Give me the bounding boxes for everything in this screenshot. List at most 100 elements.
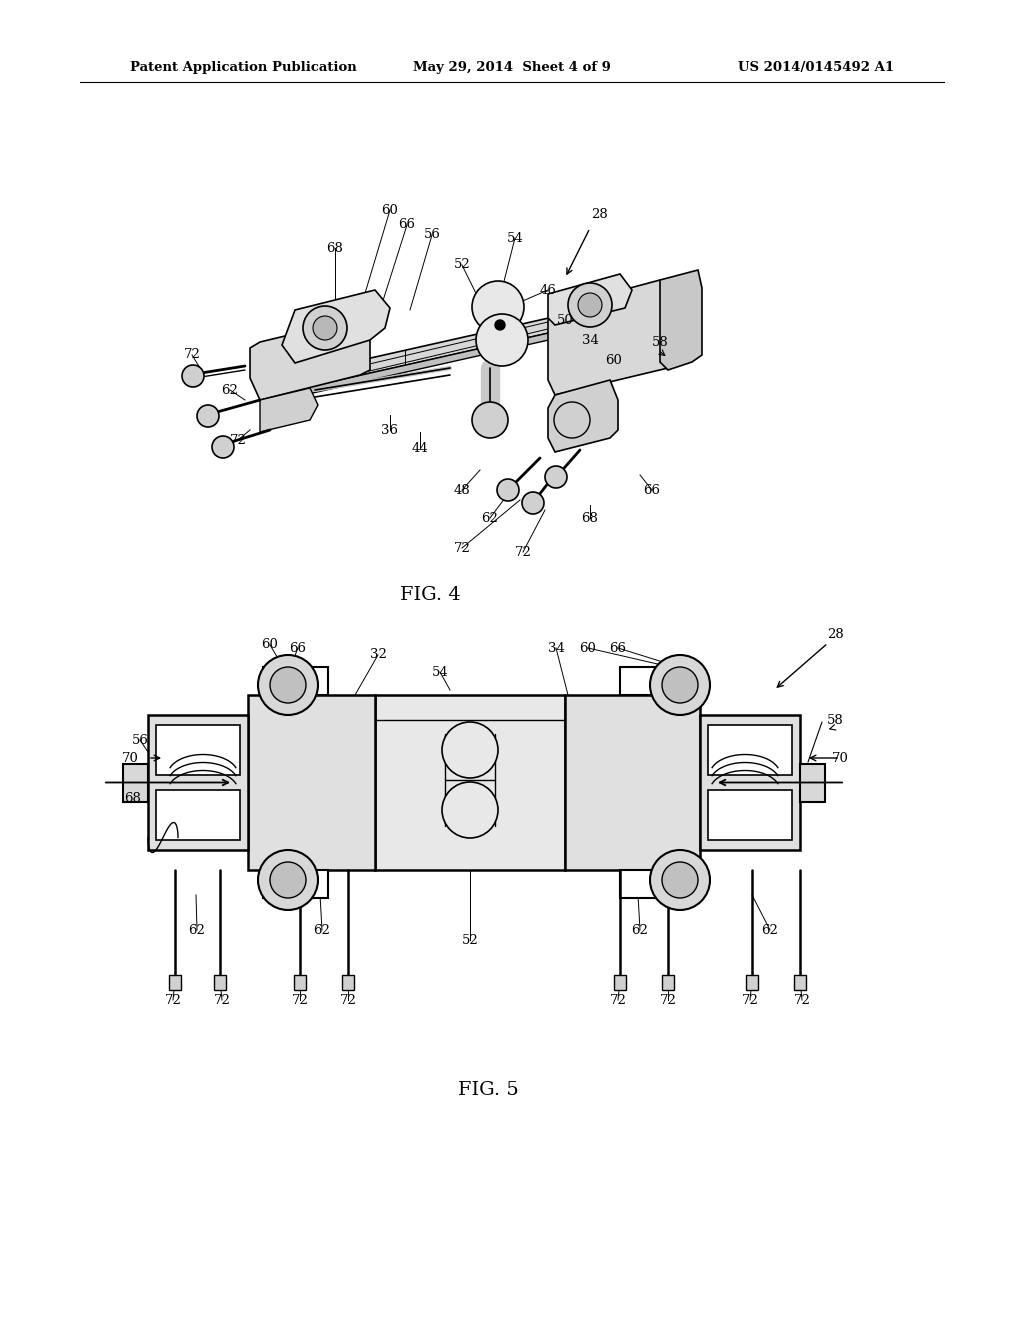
Polygon shape [214, 975, 226, 990]
Circle shape [568, 282, 612, 327]
Polygon shape [620, 667, 685, 696]
Text: 60: 60 [261, 639, 279, 652]
Polygon shape [295, 308, 660, 397]
Text: 72: 72 [515, 545, 531, 558]
Text: 44: 44 [412, 441, 428, 454]
Polygon shape [282, 290, 390, 363]
Text: 72: 72 [165, 994, 181, 1006]
Polygon shape [250, 318, 370, 400]
Polygon shape [700, 715, 800, 850]
Text: 48: 48 [454, 483, 470, 496]
Text: FIG. 4: FIG. 4 [399, 586, 461, 605]
Polygon shape [794, 975, 806, 990]
Text: 68: 68 [582, 511, 598, 524]
Text: 62: 62 [313, 924, 331, 936]
Text: 72: 72 [454, 541, 470, 554]
Polygon shape [800, 763, 825, 801]
Circle shape [476, 314, 528, 366]
Text: 52: 52 [454, 259, 470, 272]
Text: FIG. 5: FIG. 5 [458, 1081, 518, 1100]
Polygon shape [156, 725, 240, 775]
Polygon shape [260, 388, 318, 432]
Circle shape [497, 479, 519, 502]
Text: 72: 72 [214, 994, 230, 1006]
Circle shape [472, 281, 524, 333]
Text: 52: 52 [462, 933, 478, 946]
Text: 68: 68 [327, 242, 343, 255]
Text: 36: 36 [382, 424, 398, 437]
Circle shape [662, 667, 698, 704]
Circle shape [313, 315, 337, 341]
Text: 58: 58 [826, 714, 844, 726]
Polygon shape [708, 725, 792, 775]
Circle shape [472, 403, 508, 438]
Polygon shape [156, 789, 240, 840]
Polygon shape [295, 293, 660, 389]
Polygon shape [548, 280, 678, 395]
Text: 54: 54 [507, 231, 523, 244]
Text: 58: 58 [651, 335, 669, 348]
Polygon shape [123, 763, 148, 801]
Text: 28: 28 [592, 209, 608, 222]
Circle shape [182, 366, 204, 387]
Circle shape [258, 850, 318, 909]
Text: 72: 72 [659, 994, 677, 1006]
Circle shape [650, 655, 710, 715]
Text: 72: 72 [794, 994, 810, 1006]
Circle shape [442, 781, 498, 838]
Circle shape [258, 655, 318, 715]
Circle shape [212, 436, 234, 458]
Polygon shape [548, 275, 632, 325]
Polygon shape [148, 715, 248, 850]
Polygon shape [620, 870, 685, 898]
Text: 62: 62 [188, 924, 206, 936]
Circle shape [442, 722, 498, 777]
Text: 66: 66 [398, 219, 416, 231]
Circle shape [270, 667, 306, 704]
Polygon shape [662, 975, 674, 990]
Text: 66: 66 [609, 642, 627, 655]
Text: 72: 72 [229, 433, 247, 446]
Text: 60: 60 [605, 354, 623, 367]
Text: 34: 34 [548, 642, 564, 655]
Text: 72: 72 [183, 348, 201, 362]
Text: 70: 70 [122, 751, 138, 764]
Polygon shape [375, 696, 565, 870]
Text: 72: 72 [292, 994, 308, 1006]
Polygon shape [263, 667, 328, 696]
Circle shape [197, 405, 219, 426]
Circle shape [650, 850, 710, 909]
Text: 28: 28 [826, 628, 844, 642]
Polygon shape [548, 380, 618, 451]
Text: 32: 32 [370, 648, 386, 661]
Circle shape [522, 492, 544, 513]
Text: 72: 72 [609, 994, 627, 1006]
Text: 60: 60 [382, 203, 398, 216]
Text: Patent Application Publication: Patent Application Publication [130, 62, 356, 74]
Text: 34: 34 [582, 334, 598, 346]
Text: 66: 66 [643, 483, 660, 496]
Text: 72: 72 [340, 994, 356, 1006]
Polygon shape [708, 789, 792, 840]
Polygon shape [565, 696, 700, 870]
Circle shape [578, 293, 602, 317]
Polygon shape [342, 975, 354, 990]
Text: 70: 70 [831, 751, 849, 764]
Text: 50: 50 [557, 314, 573, 326]
Polygon shape [614, 975, 626, 990]
Polygon shape [294, 975, 306, 990]
Circle shape [270, 862, 306, 898]
Circle shape [303, 306, 347, 350]
Polygon shape [263, 870, 328, 898]
Text: 46: 46 [540, 284, 556, 297]
Text: 62: 62 [762, 924, 778, 936]
Text: US 2014/0145492 A1: US 2014/0145492 A1 [738, 62, 894, 74]
Polygon shape [660, 271, 702, 370]
Circle shape [495, 319, 505, 330]
Text: 68: 68 [125, 792, 141, 804]
Text: 54: 54 [432, 665, 449, 678]
Text: 66: 66 [290, 642, 306, 655]
Text: 60: 60 [580, 642, 596, 655]
Circle shape [545, 466, 567, 488]
Text: May 29, 2014  Sheet 4 of 9: May 29, 2014 Sheet 4 of 9 [413, 62, 611, 74]
